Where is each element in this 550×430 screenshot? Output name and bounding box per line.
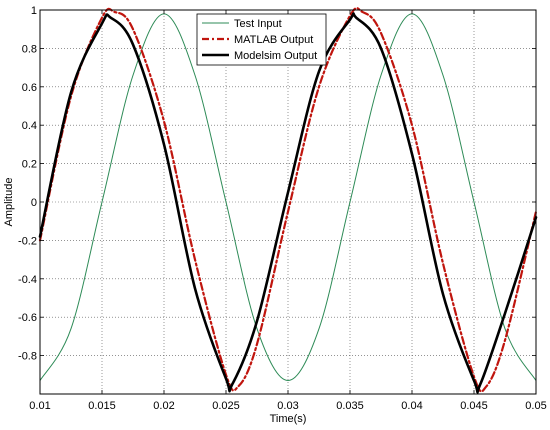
legend-label-matlab-output: MATLAB Output	[234, 34, 313, 46]
x-axis-label: Time(s)	[270, 413, 307, 425]
y-tick-label: 0	[31, 197, 37, 209]
legend: Test Input MATLAB Output Modelsim Output	[196, 13, 327, 66]
y-axis-label: Amplitude	[3, 178, 15, 227]
ticks: 0.01 0.015 0.02 0.025 0.03 0.035 0.04 0.045 0.05…	[18, 5, 547, 412]
legend-label-test-input: Test Input	[234, 18, 282, 30]
y-tick-label: -0.6	[18, 312, 37, 324]
y-tick-label: 0.8	[22, 43, 37, 55]
x-tick-label: 0.035	[336, 400, 364, 412]
series-line-test-input	[39, 13, 537, 382]
x-tick-label: 0.04	[401, 400, 422, 412]
y-tick-label: -0.8	[18, 351, 37, 363]
y-tick-label: -0.2	[18, 235, 37, 247]
x-tick-label: 0.015	[88, 400, 116, 412]
x-tick-label: 0.025	[212, 400, 240, 412]
x-tick-label: 0.045	[460, 400, 488, 412]
x-tick-label: 0.03	[277, 400, 298, 412]
series-line-modelsim-output	[38, 12, 538, 394]
y-tick-label: 1	[31, 5, 37, 17]
y-tick-label: 0.6	[22, 82, 37, 94]
y-tick-label: -0.4	[18, 274, 37, 286]
legend-label-modelsim-output: Modelsim Output	[234, 50, 317, 62]
y-tick-label: 0.4	[22, 120, 37, 132]
x-tick-label: 0.02	[153, 400, 174, 412]
x-tick-label: 0.01	[29, 400, 50, 412]
x-tick-label: 0.05	[525, 400, 546, 412]
series-layer	[38, 6, 538, 394]
series-line-matlab-output	[38, 6, 538, 393]
y-tick-label: 0.2	[22, 159, 37, 171]
